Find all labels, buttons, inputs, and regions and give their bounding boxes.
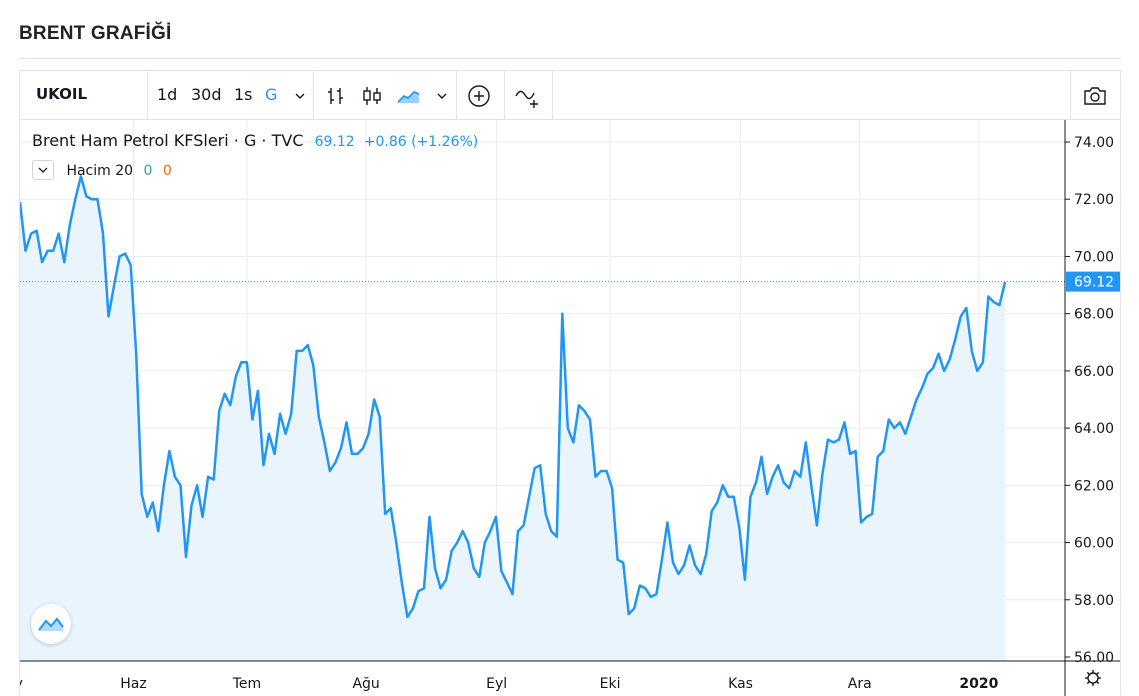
x-tick-label: Tem xyxy=(232,676,261,692)
x-tick-label: 2020 xyxy=(959,676,998,692)
legend-symbol-title: Brent Ham Petrol KFSleri · G · TVC xyxy=(32,131,304,150)
volume-value-down: 0 xyxy=(162,163,172,179)
last-price-badge xyxy=(1066,271,1120,292)
y-tick-label: 74.00 xyxy=(1074,135,1114,151)
logo-icon xyxy=(38,617,64,631)
y-tick-label: 64.00 xyxy=(1074,421,1114,437)
page-title: BRENT GRAFİĞİ xyxy=(19,23,172,44)
volume-value-up: 0 xyxy=(143,163,153,179)
collapse-toggle-button[interactable] xyxy=(32,160,54,180)
add-indicator-icon[interactable] xyxy=(466,83,492,109)
legend-price: 69.12 xyxy=(314,134,355,150)
y-tick-label: 56.00 xyxy=(1074,650,1114,666)
interval-g-button[interactable]: G xyxy=(265,85,278,104)
interval-1s-button[interactable]: 1s xyxy=(234,85,253,104)
toolbar-divider xyxy=(147,71,148,119)
candlestick-icon[interactable] xyxy=(359,83,385,109)
y-tick-label: 72.00 xyxy=(1074,192,1114,208)
x-tick-label: Eyl xyxy=(486,676,507,692)
x-tick-label: Kas xyxy=(728,676,753,692)
y-tick-label: 58.00 xyxy=(1074,593,1114,609)
chart-widget: 56.00 58.00 60.00 62.00 64.00 66.00 68.00 70.00… xyxy=(19,70,1121,696)
x-tick-label: Ara xyxy=(848,676,872,692)
chart-toolbar: UKOIL 1d 30d 1s G xyxy=(20,71,1120,120)
tradingview-logo-button[interactable] xyxy=(31,604,71,644)
settings-gear-icon[interactable] xyxy=(1085,670,1101,686)
toolbar-divider xyxy=(552,71,553,119)
toolbar-divider xyxy=(504,71,505,119)
chevron-down-icon xyxy=(38,167,48,173)
x-tick-label: Eki xyxy=(600,676,621,692)
x-tick-label: Haz xyxy=(120,676,146,692)
series-line xyxy=(20,175,1007,619)
y-tick-label: 68.00 xyxy=(1074,307,1114,323)
compare-icon[interactable] xyxy=(514,83,540,109)
bar-chart-icon[interactable] xyxy=(323,83,349,109)
y-tick-label: 66.00 xyxy=(1074,364,1114,380)
toolbar-divider xyxy=(1070,71,1071,119)
toolbar-divider xyxy=(313,71,314,119)
x-tick-label: ay xyxy=(20,676,23,692)
volume-legend: Hacim 20 0 0 xyxy=(32,160,172,183)
chevron-down-icon[interactable] xyxy=(287,83,313,109)
title-divider xyxy=(19,58,1121,59)
y-tick-label: 70.00 xyxy=(1074,249,1114,265)
chart-canvas[interactable]: 56.00 58.00 60.00 62.00 64.00 66.00 68.00 70.00… xyxy=(20,71,1120,696)
y-tick-label: 60.00 xyxy=(1074,536,1114,552)
volume-label: Hacim 20 xyxy=(66,163,134,179)
y-tick-label: 62.00 xyxy=(1074,478,1114,494)
symbol-search-button[interactable]: UKOIL xyxy=(36,85,88,103)
toolbar-divider xyxy=(456,71,457,119)
interval-30d-button[interactable]: 30d xyxy=(191,85,222,104)
chevron-down-icon[interactable] xyxy=(429,83,455,109)
chart-legend: Brent Ham Petrol KFSleri · G · TVC 69.12… xyxy=(32,131,478,150)
area-chart-icon[interactable] xyxy=(395,83,421,109)
interval-1d-button[interactable]: 1d xyxy=(157,85,178,104)
legend-change: +0.86 (+1.26%) xyxy=(363,134,479,150)
series-area-fill xyxy=(20,176,1005,662)
x-tick-label: Ağu xyxy=(352,676,379,692)
last-price-label: 69.12 xyxy=(1074,275,1114,291)
camera-icon[interactable] xyxy=(1082,83,1108,109)
